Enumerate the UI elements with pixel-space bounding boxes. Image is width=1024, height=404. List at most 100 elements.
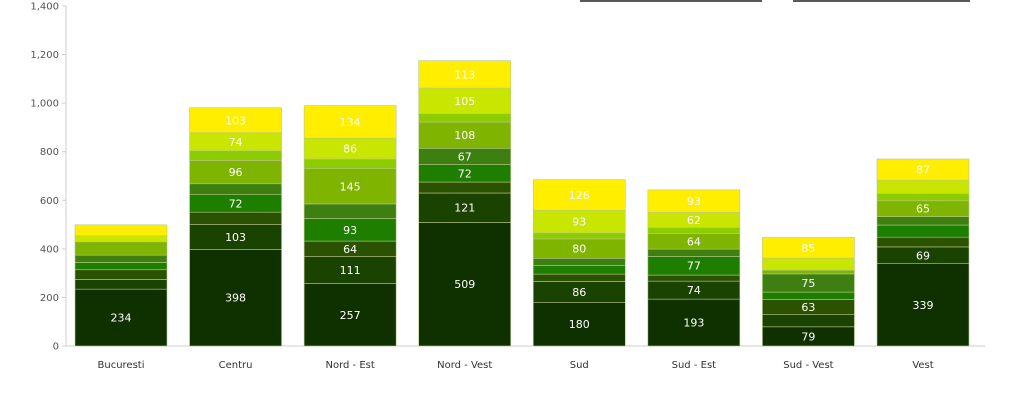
bar-segment — [303, 256, 397, 284]
bar-data-label: 93 — [343, 224, 357, 237]
bar-segment — [647, 227, 741, 234]
bar-segment — [532, 301, 626, 347]
bar-data-label: 103 — [225, 114, 246, 127]
bar-data-label: 74 — [687, 284, 701, 297]
x-category-label: Bucuresti — [98, 360, 145, 371]
bar-data-label: 79 — [801, 330, 815, 343]
bar-data-label: 93 — [572, 216, 586, 229]
bar-segment — [303, 203, 397, 219]
bar-segment — [532, 232, 626, 240]
bar-data-label: 62 — [687, 214, 701, 227]
bar-data-label: 509 — [454, 278, 475, 291]
y-tick-label: 1,000 — [30, 99, 59, 110]
bar-data-label: 121 — [454, 202, 475, 215]
bar-data-label: 93 — [687, 195, 701, 208]
bar-data-label: 145 — [340, 180, 361, 193]
bar-data-label: 180 — [569, 318, 590, 331]
bar-data-label: 75 — [801, 277, 815, 290]
bar-segment — [189, 107, 282, 134]
bar-segment — [303, 168, 397, 205]
bar-segment — [74, 235, 168, 243]
bar-data-label: 65 — [916, 203, 930, 216]
bar-segment — [74, 269, 168, 280]
bar-segment — [74, 254, 168, 263]
bar-data-label: 64 — [343, 243, 357, 256]
bar-segment — [876, 179, 970, 194]
bar-segment — [876, 193, 970, 202]
bar-data-label: 398 — [225, 292, 246, 305]
x-category-label: Nord - Est — [325, 360, 374, 371]
bar-segment — [74, 288, 168, 347]
bar-segment — [876, 224, 970, 238]
y-tick-label: 0 — [53, 342, 59, 353]
bar-segment — [418, 181, 512, 194]
bar-segment — [762, 269, 855, 275]
bar-segment — [189, 211, 282, 225]
bar-segment — [762, 237, 855, 259]
y-tick-label: 600 — [40, 196, 59, 207]
bar-data-label: 72 — [458, 167, 472, 180]
bar-segment — [303, 158, 397, 170]
bar-segment — [418, 121, 512, 149]
bar-segment — [876, 236, 970, 248]
bar-segment — [647, 189, 741, 213]
bar-data-label: 87 — [916, 164, 930, 177]
bar-segment — [74, 279, 168, 290]
bar-data-label: 126 — [569, 189, 590, 202]
x-category-label: Sud - Est — [672, 360, 717, 371]
y-tick-label: 800 — [40, 147, 59, 158]
bar-segment — [189, 150, 282, 161]
bar-segment — [876, 216, 970, 226]
bar-segment — [762, 257, 855, 271]
bar-data-label: 64 — [687, 235, 701, 248]
bars-group: 234 398 103 72 96 74 103 257 111 64 93 145 86 134 509 1… — [74, 60, 970, 347]
bar-data-label: 86 — [572, 286, 586, 299]
bar-data-label: 134 — [340, 116, 361, 129]
bar-data-label: 72 — [229, 197, 243, 210]
bar-data-label: 103 — [225, 231, 246, 244]
bar-data-label: 339 — [913, 299, 934, 312]
bar-data-label: 67 — [458, 150, 472, 163]
x-category-label: Vest — [912, 360, 933, 371]
x-category-label: Centru — [219, 360, 253, 371]
bar-data-label: 77 — [687, 260, 701, 273]
bar-segment — [647, 298, 741, 347]
bar-segment — [532, 179, 626, 211]
bar-segment — [303, 105, 397, 139]
bar-segment — [418, 60, 512, 89]
bar-segment — [762, 291, 855, 300]
bar-segment — [876, 158, 970, 181]
bar-data-label: 86 — [343, 143, 357, 156]
x-category-label: Nord - Vest — [437, 360, 492, 371]
bar-data-label: 63 — [801, 301, 815, 314]
bar-data-label: 108 — [454, 129, 475, 142]
bar-segment — [647, 274, 741, 282]
x-axis-labels: Bucuresti Centru Nord - Est Nord - Vest Sud S… — [98, 360, 934, 371]
y-tick-label: 200 — [40, 293, 59, 304]
bar-segment — [74, 224, 168, 237]
bar-data-label: 85 — [801, 242, 815, 255]
x-category-label: Sud — [570, 360, 589, 371]
bar-data-label: 193 — [683, 317, 704, 330]
x-category-label: Sud - Vest — [783, 360, 833, 371]
y-tick-label: 1,200 — [30, 50, 59, 61]
bar-segment — [418, 192, 512, 223]
bar-data-label: 74 — [229, 136, 243, 149]
bar-data-label: 257 — [340, 309, 361, 322]
bar-data-label: 111 — [340, 264, 361, 277]
y-tick-label: 1,400 — [30, 2, 59, 13]
bar-data-label: 234 — [111, 312, 132, 325]
bar-data-label: 113 — [454, 68, 475, 81]
bar-segment — [532, 258, 626, 266]
bar-segment — [532, 265, 626, 275]
bar-data-label: 80 — [572, 243, 586, 256]
bar-segment — [647, 248, 741, 257]
y-axis-ticks: 0 200 400 600 800 1,000 1,200 1,400 — [30, 2, 66, 353]
bar-data-label: 96 — [229, 166, 243, 179]
bar-segment — [532, 273, 626, 282]
bar-segment — [876, 263, 970, 347]
bar-segment — [74, 241, 168, 256]
bar-segment — [74, 262, 168, 271]
